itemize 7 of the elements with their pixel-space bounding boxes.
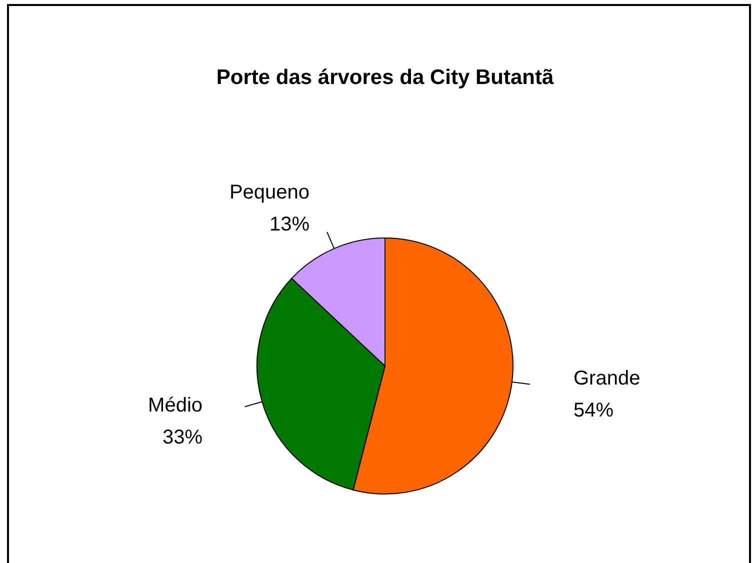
data-label: 13% [270, 214, 310, 236]
data-label: 54% [574, 399, 614, 422]
legend-label: Grande [574, 367, 640, 390]
chart-title: Porte das árvores da City Butantã [216, 66, 554, 89]
data-label: 33% [162, 426, 203, 449]
slice-label: Pequeno [229, 182, 310, 204]
slice-label: Médio [148, 394, 203, 417]
